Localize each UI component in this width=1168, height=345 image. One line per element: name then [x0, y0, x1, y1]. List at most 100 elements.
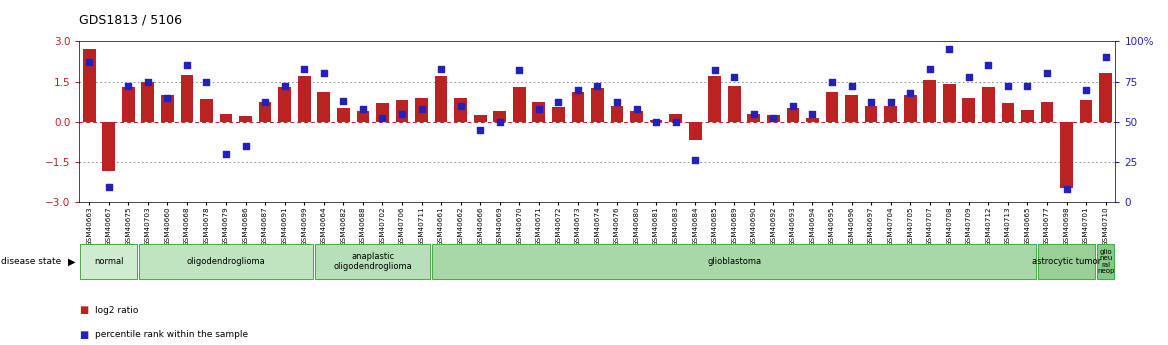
Point [79, 59, 98, 65]
Point [1037, 71, 1056, 76]
Point [725, 74, 744, 79]
Bar [571, 92, 584, 122]
Text: ■: ■ [79, 330, 89, 339]
Bar [513, 87, 526, 122]
Bar [181, 75, 193, 122]
Point [862, 100, 881, 105]
Point [959, 74, 978, 79]
Bar [415, 98, 427, 122]
Bar [904, 95, 917, 122]
Point [804, 111, 822, 116]
Point [276, 83, 294, 89]
Point [940, 47, 959, 52]
Bar [396, 100, 409, 122]
Bar [1002, 103, 1014, 122]
FancyBboxPatch shape [139, 244, 313, 279]
Bar [689, 122, 702, 140]
Bar [728, 86, 741, 122]
Point [451, 103, 470, 108]
Bar [318, 92, 331, 122]
Point [920, 66, 939, 71]
Text: glioblastoma: glioblastoma [707, 257, 762, 266]
Bar [611, 106, 624, 122]
Bar [356, 111, 369, 122]
Point [1018, 83, 1037, 89]
Bar [748, 114, 760, 122]
FancyBboxPatch shape [432, 244, 1036, 279]
Bar [1061, 122, 1073, 188]
Point [256, 100, 274, 105]
Bar [846, 95, 858, 122]
Bar [649, 120, 662, 122]
Bar [631, 111, 642, 122]
Point [529, 106, 548, 111]
Bar [121, 87, 134, 122]
Point [314, 71, 333, 76]
Bar [161, 95, 174, 122]
Point [686, 157, 704, 163]
Point [412, 106, 431, 111]
Point [158, 95, 176, 100]
Bar [141, 81, 154, 122]
FancyBboxPatch shape [1038, 244, 1094, 279]
Bar [278, 87, 291, 122]
Text: disease state: disease state [1, 257, 62, 266]
Point [999, 83, 1017, 89]
Point [1077, 87, 1096, 92]
Bar [767, 115, 780, 122]
Bar [533, 101, 545, 122]
Bar [474, 115, 487, 122]
Bar [259, 101, 271, 122]
FancyBboxPatch shape [1097, 244, 1114, 279]
Bar [1021, 110, 1034, 122]
Point [1097, 55, 1115, 60]
Point [354, 106, 373, 111]
Bar [786, 108, 799, 122]
Point [822, 79, 841, 84]
Bar [1041, 101, 1054, 122]
Text: anaplastic
oligodendroglioma: anaplastic oligodendroglioma [333, 252, 412, 271]
Text: ▶: ▶ [68, 256, 75, 266]
Bar [454, 98, 467, 122]
Point [294, 66, 313, 71]
Point [119, 83, 138, 89]
Point [373, 116, 391, 121]
Point [178, 63, 196, 68]
Point [588, 83, 607, 89]
Point [666, 119, 684, 125]
Bar [552, 107, 564, 122]
Bar [376, 103, 389, 122]
Bar [200, 99, 213, 122]
Text: ■: ■ [79, 306, 89, 315]
Text: astrocytic tumor: astrocytic tumor [1033, 257, 1101, 266]
Point [882, 100, 901, 105]
Point [705, 68, 724, 73]
Point [901, 90, 919, 96]
Text: oligodendroglioma: oligodendroglioma [187, 257, 265, 266]
Bar [864, 106, 877, 122]
Bar [1099, 73, 1112, 122]
Point [607, 100, 626, 105]
Text: normal: normal [93, 257, 124, 266]
Point [334, 98, 353, 104]
Point [764, 116, 783, 121]
Point [510, 68, 529, 73]
Text: glio
neu
ral
neop: glio neu ral neop [1097, 249, 1114, 274]
Point [197, 79, 216, 84]
Point [979, 63, 997, 68]
Bar [806, 118, 819, 122]
Point [842, 83, 861, 89]
Bar [298, 76, 311, 122]
Bar [884, 106, 897, 122]
Bar [493, 111, 506, 122]
Bar [962, 98, 975, 122]
Point [784, 103, 802, 108]
Point [217, 151, 236, 157]
Text: log2 ratio: log2 ratio [95, 306, 138, 315]
FancyBboxPatch shape [81, 244, 137, 279]
Point [491, 119, 509, 125]
Bar [982, 87, 995, 122]
Point [549, 100, 568, 105]
Text: percentile rank within the sample: percentile rank within the sample [95, 330, 248, 339]
Bar [708, 76, 721, 122]
